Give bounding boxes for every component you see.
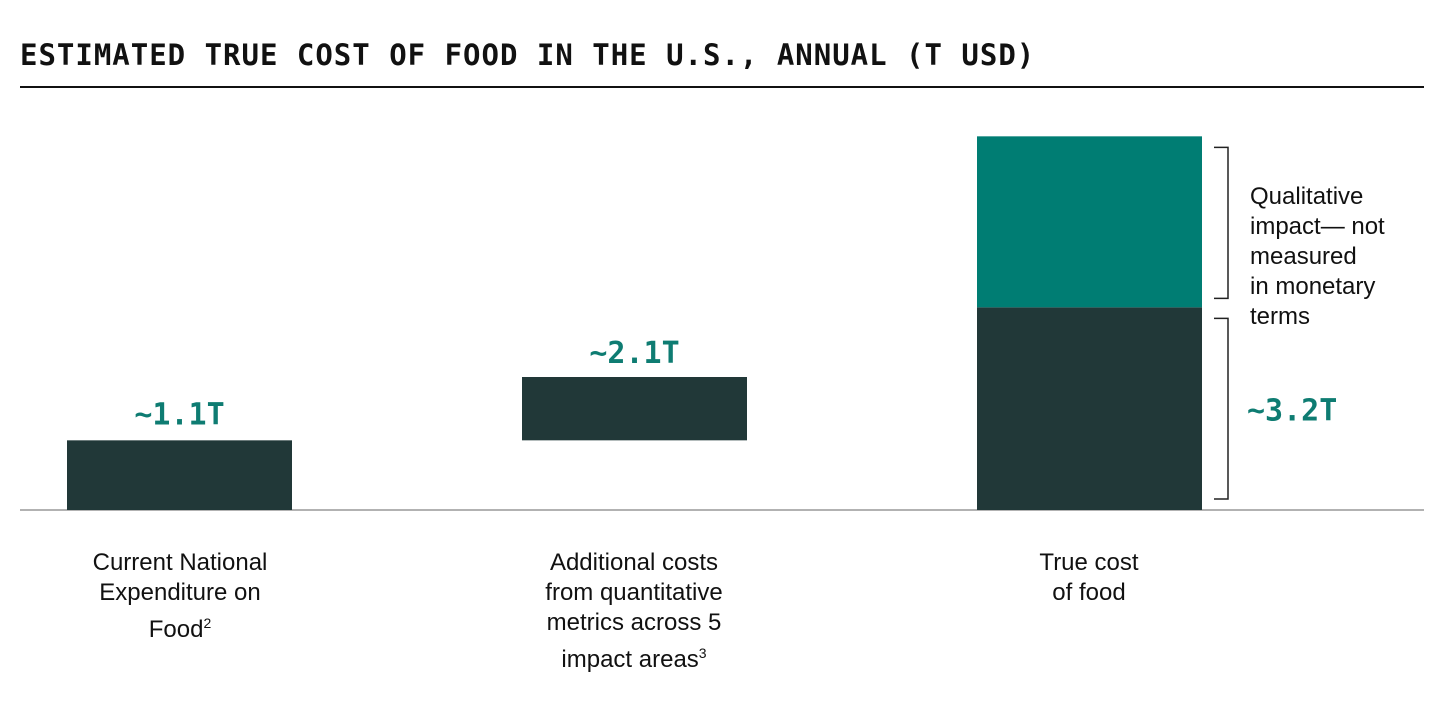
category-label-line: Current National <box>92 549 268 576</box>
category-label-line: from quantitative <box>545 579 723 606</box>
footnote-marker: 2 <box>203 615 212 631</box>
category-label-line: metrics across 5 <box>546 609 722 636</box>
bar-qualitative <box>977 136 1202 308</box>
footnote-marker: 3 <box>698 645 707 661</box>
category-label-line: Additional costs <box>549 549 719 576</box>
category-label-line: True cost <box>1039 549 1139 576</box>
annotation-line: terms <box>1250 303 1310 330</box>
annotation-line: Qualitative <box>1250 183 1364 210</box>
category-label-line: Expenditure on <box>99 579 261 606</box>
category-label-line: impact areas3 <box>561 645 707 673</box>
annotation-line: impact— not <box>1250 213 1385 240</box>
category-label-additional: Additional costs from quantitative metrics… <box>484 548 784 675</box>
bracket-qualitative <box>1214 146 1229 300</box>
category-label-line: Food2 <box>148 615 212 643</box>
bracket-true-cost <box>1214 317 1229 500</box>
data-label-true-cost: ~3.2T <box>1247 394 1337 429</box>
title-divider <box>20 86 1424 88</box>
annotation-line: measured <box>1250 243 1357 270</box>
data-label-additional: ~2.1T <box>589 336 679 371</box>
data-label-current: ~1.1T <box>134 397 224 432</box>
annotation-line: in monetary <box>1250 273 1376 300</box>
chart-title: ESTIMATED TRUE COST OF FOOD IN THE U.S.,… <box>20 38 1036 72</box>
bar-current <box>67 440 292 510</box>
category-label-current: Current National Expenditure on Food2 <box>30 548 330 645</box>
bar-true-cost <box>977 307 1202 510</box>
qualitative-annotation: Qualitative impact— not measured in monetar… <box>1250 182 1440 332</box>
category-label-true-cost: True cost of food <box>939 548 1239 608</box>
category-label-line: of food <box>1052 579 1126 606</box>
bar-additional <box>522 377 747 441</box>
